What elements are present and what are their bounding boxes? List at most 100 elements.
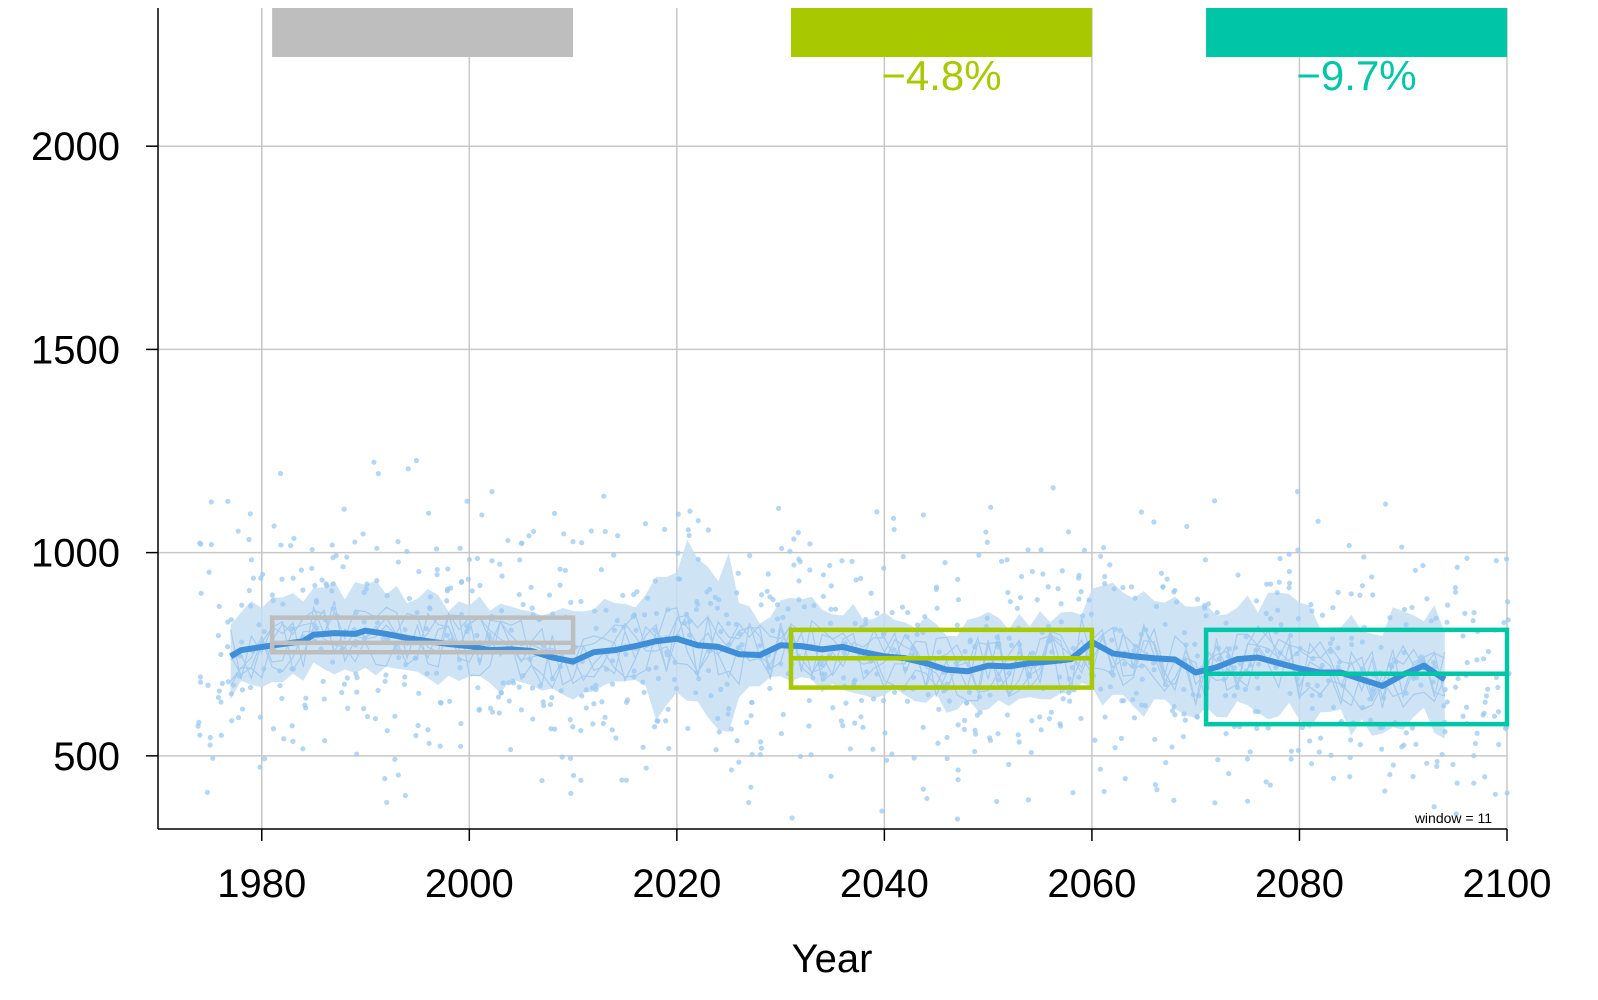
- data-point: [955, 597, 962, 603]
- data-point: [601, 493, 607, 499]
- data-point: [489, 709, 496, 715]
- data-point: [1028, 749, 1034, 756]
- data-point: [890, 515, 897, 521]
- data-point: [874, 671, 880, 677]
- data-point: [1016, 641, 1023, 648]
- mean-line: [229, 627, 1447, 689]
- data-point: [1403, 690, 1409, 696]
- data-point: [778, 730, 784, 737]
- data-point: [852, 720, 858, 726]
- data-point: [1328, 752, 1334, 758]
- data-point: [374, 545, 380, 551]
- data-point: [247, 511, 253, 517]
- data-point: [1215, 757, 1221, 763]
- data-point: [218, 699, 224, 705]
- data-point: [1403, 730, 1409, 736]
- data-point: [653, 665, 659, 671]
- data-point: [579, 693, 585, 699]
- data-point: [827, 620, 834, 626]
- data-point: [1181, 629, 1188, 636]
- data-point: [775, 505, 782, 511]
- data-point: [653, 610, 660, 617]
- data-point: [392, 756, 398, 762]
- data-point: [1286, 551, 1292, 557]
- data-point: [208, 499, 214, 505]
- data-point: [1495, 709, 1502, 715]
- data-point: [412, 655, 418, 661]
- data-point: [718, 686, 724, 693]
- data-point: [1278, 622, 1284, 628]
- data-point: [609, 681, 616, 687]
- data-point: [557, 566, 563, 572]
- data-point: [705, 527, 711, 533]
- data-point: [1455, 675, 1461, 682]
- data-point: [645, 595, 651, 601]
- data-point: [696, 676, 702, 682]
- data-point: [882, 730, 888, 736]
- data-point: [983, 529, 989, 535]
- data-point: [1067, 698, 1073, 704]
- data-point: [1387, 771, 1393, 778]
- data-point: [758, 592, 765, 598]
- data-point: [427, 606, 433, 612]
- data-point: [987, 692, 993, 698]
- data-point: [1471, 780, 1477, 786]
- data-point: [765, 571, 771, 577]
- data-point: [384, 728, 390, 734]
- data-point: [197, 540, 203, 546]
- data-point: [1152, 736, 1158, 743]
- data-point: [673, 685, 680, 692]
- data-point: [946, 698, 953, 704]
- data-point: [746, 799, 752, 806]
- data-point: [1171, 703, 1177, 710]
- data-point: [685, 527, 691, 533]
- data-point: [1460, 713, 1466, 719]
- data-point: [1493, 674, 1500, 681]
- data-point: [1102, 714, 1108, 720]
- data-point: [261, 666, 267, 672]
- data-point: [1231, 693, 1237, 699]
- data-point: [1194, 596, 1201, 602]
- data-point: [806, 697, 812, 704]
- data-point: [806, 723, 812, 729]
- data-point: [1273, 664, 1279, 671]
- data-point: [1470, 618, 1476, 624]
- data-point: [1045, 584, 1051, 590]
- data-point: [591, 701, 597, 707]
- data-point: [1453, 589, 1459, 595]
- data-point: [614, 617, 620, 624]
- data-point: [225, 679, 231, 685]
- data-point: [1120, 585, 1126, 591]
- data-point: [1216, 656, 1222, 662]
- data-point: [1172, 587, 1178, 594]
- data-point: [530, 528, 537, 535]
- data-point: [330, 606, 336, 612]
- data-point: [589, 685, 595, 691]
- data-point: [364, 581, 370, 587]
- data-point: [1226, 646, 1233, 652]
- data-point: [954, 622, 960, 628]
- data-point: [540, 699, 546, 705]
- data-point: [733, 621, 739, 627]
- data-point: [682, 620, 688, 626]
- data-point: [706, 648, 713, 654]
- data-point: [479, 512, 485, 518]
- data-point: [1172, 712, 1178, 718]
- data-point: [352, 539, 358, 545]
- data-point: [1453, 811, 1459, 817]
- data-point: [1403, 621, 1409, 628]
- data-point: [1027, 673, 1033, 680]
- data-point: [910, 674, 917, 681]
- data-point: [1184, 523, 1190, 530]
- data-point: [652, 578, 658, 584]
- data-point: [996, 641, 1002, 647]
- data-point: [570, 724, 576, 730]
- data-point: [1004, 557, 1010, 563]
- data-point: [1263, 779, 1269, 785]
- data-point: [693, 690, 699, 696]
- data-point: [623, 777, 629, 783]
- data-point: [1055, 586, 1061, 592]
- data-point: [713, 747, 719, 753]
- data-point: [961, 717, 968, 723]
- data-point: [734, 738, 740, 744]
